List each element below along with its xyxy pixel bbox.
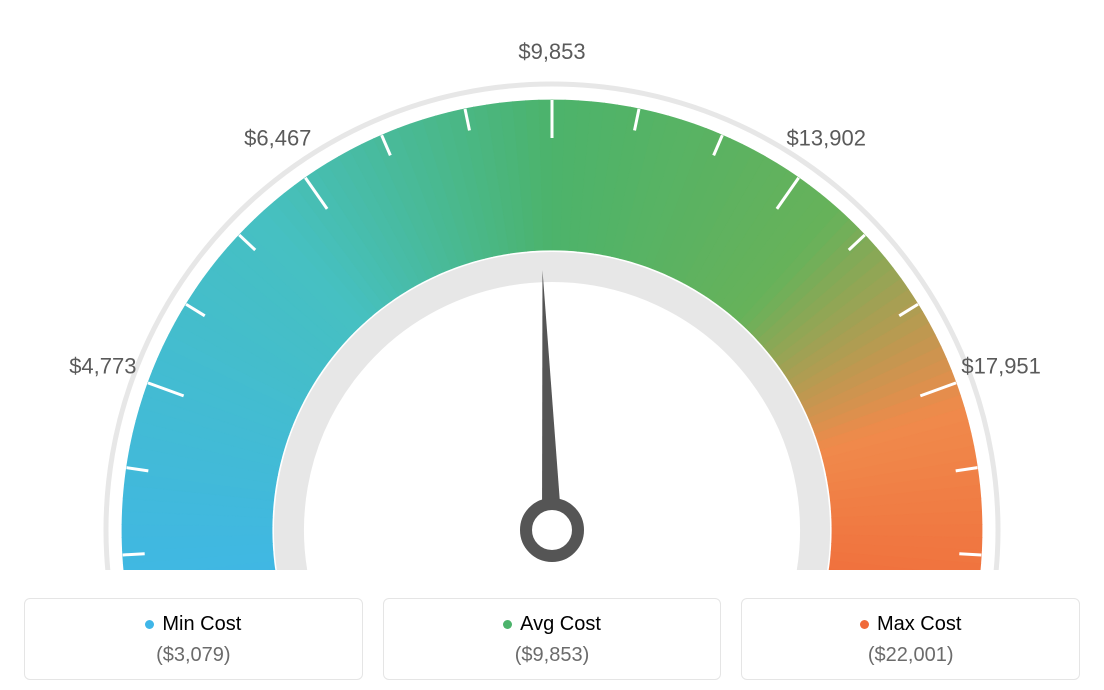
- svg-text:$4,773: $4,773: [69, 353, 136, 378]
- legend-row: Min Cost ($3,079) Avg Cost ($9,853) Max …: [0, 598, 1104, 680]
- svg-text:$17,951: $17,951: [961, 353, 1041, 378]
- min-cost-label: Min Cost: [162, 613, 241, 636]
- min-cost-card: Min Cost ($3,079): [24, 598, 363, 680]
- max-cost-label: Max Cost: [877, 613, 961, 636]
- min-cost-value: ($3,079): [35, 644, 352, 667]
- max-dot-icon: [860, 620, 869, 629]
- avg-cost-label: Avg Cost: [520, 613, 601, 636]
- min-dot-icon: [145, 620, 154, 629]
- svg-text:$6,467: $6,467: [244, 125, 311, 150]
- svg-text:$9,853: $9,853: [518, 39, 585, 64]
- max-cost-value: ($22,001): [752, 644, 1069, 667]
- avg-cost-title: Avg Cost: [503, 613, 601, 636]
- gauge-chart-wrapper: $3,079$4,773$6,467$9,853$13,902$17,951$2…: [0, 0, 1104, 690]
- min-cost-title: Min Cost: [145, 613, 241, 636]
- avg-cost-card: Avg Cost ($9,853): [383, 598, 722, 680]
- gauge-svg: $3,079$4,773$6,467$9,853$13,902$17,951$2…: [0, 0, 1104, 570]
- max-cost-title: Max Cost: [860, 613, 961, 636]
- avg-cost-value: ($9,853): [394, 644, 711, 667]
- gauge-area: $3,079$4,773$6,467$9,853$13,902$17,951$2…: [0, 0, 1104, 570]
- svg-text:$13,902: $13,902: [786, 125, 866, 150]
- max-cost-card: Max Cost ($22,001): [741, 598, 1080, 680]
- avg-dot-icon: [503, 620, 512, 629]
